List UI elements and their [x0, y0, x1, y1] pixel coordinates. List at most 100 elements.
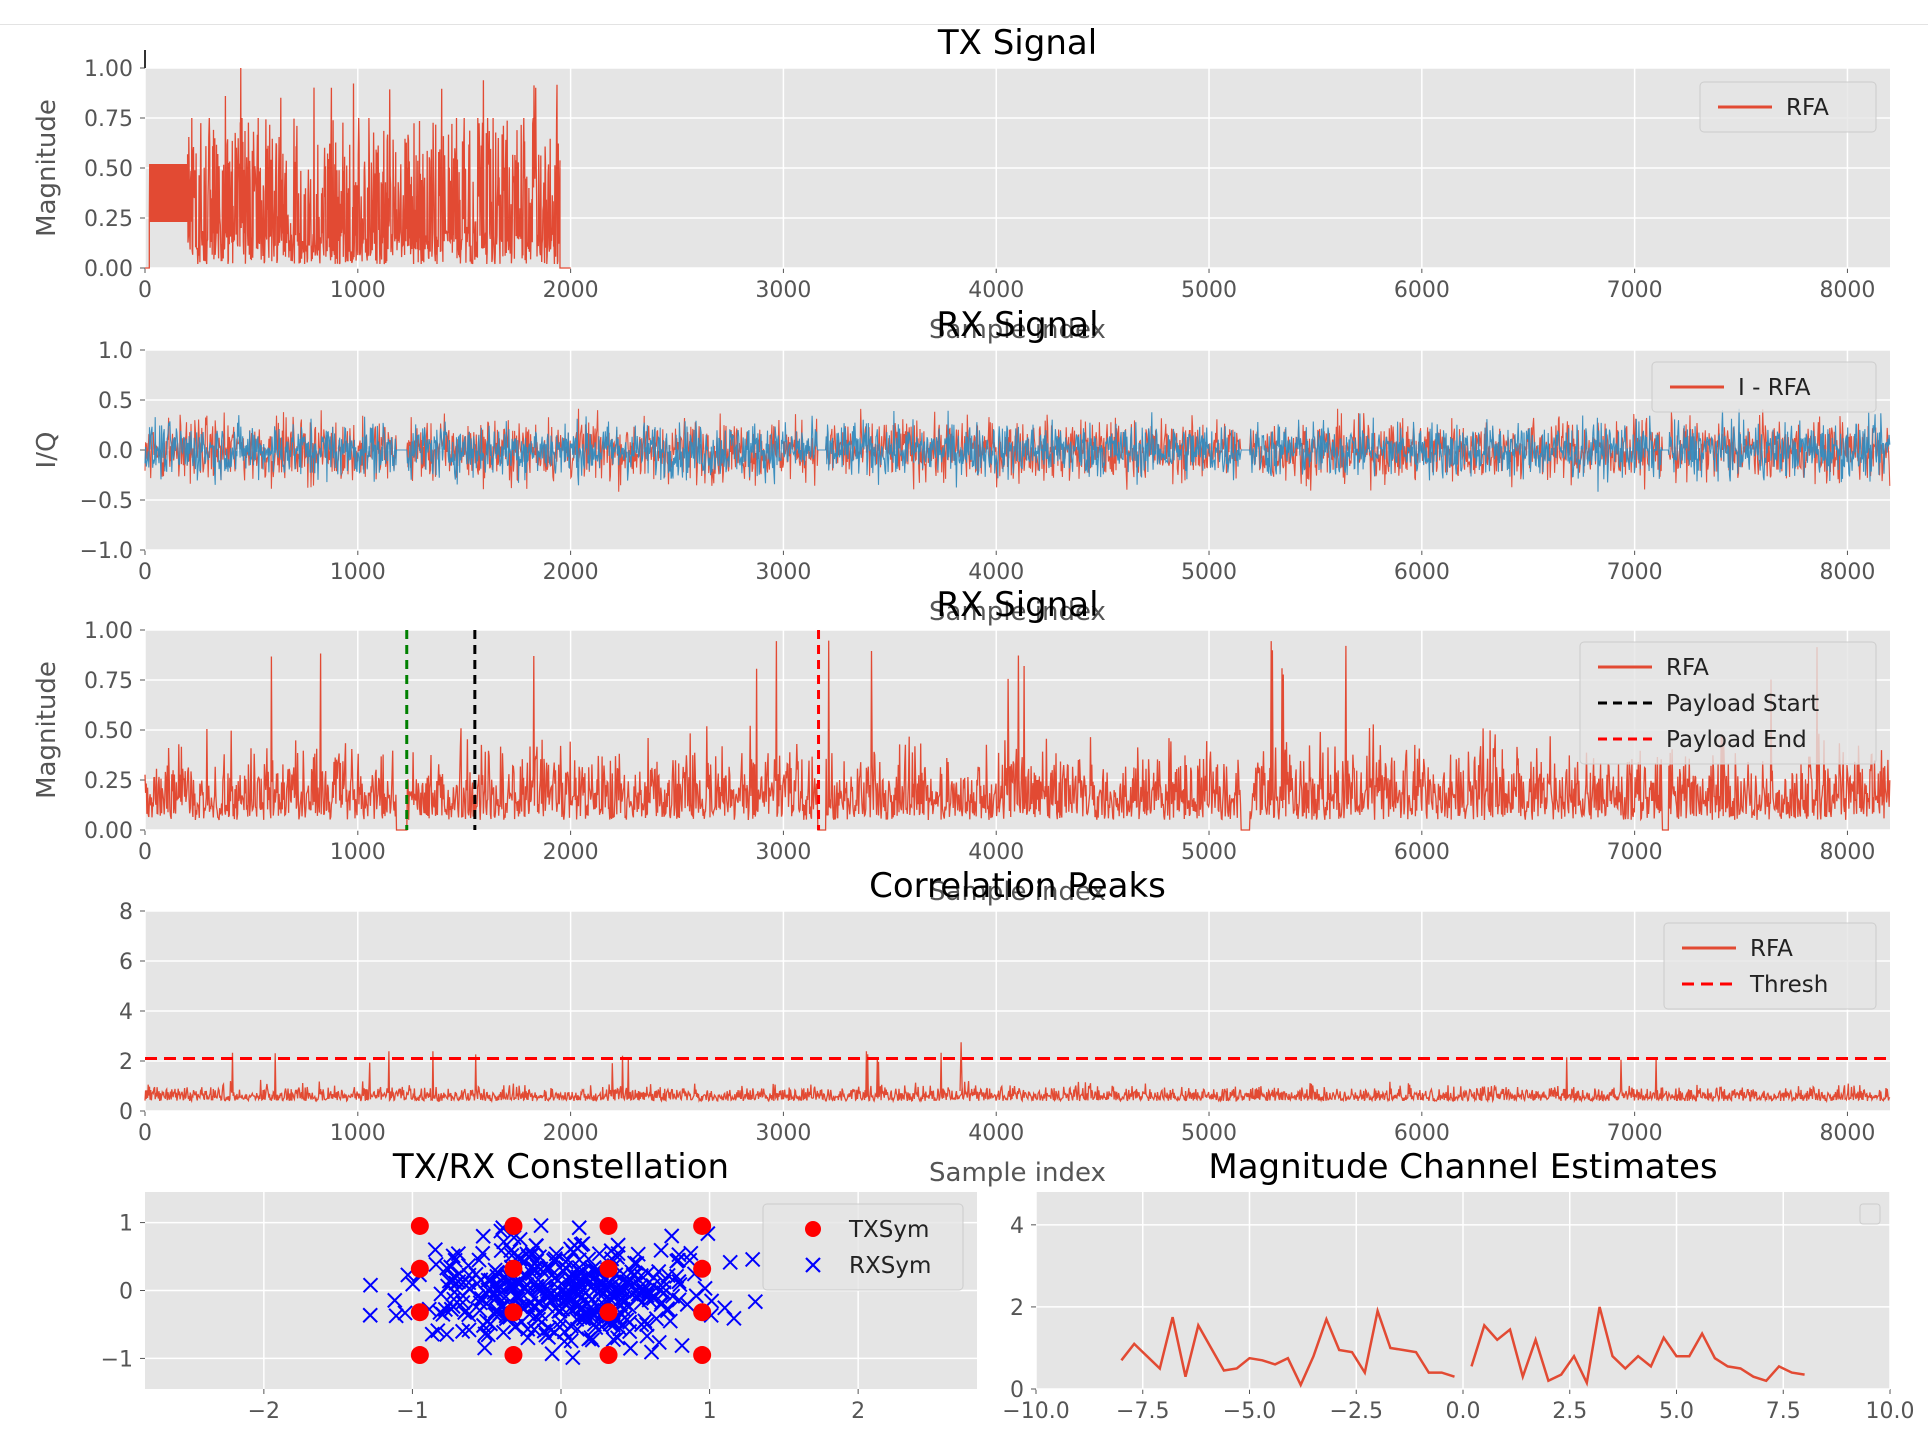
y-tick-label: 1.00	[84, 619, 133, 644]
rx-symbol-marker	[581, 1307, 598, 1323]
rx-symbol-marker	[747, 1293, 764, 1310]
tx-symbol-marker	[693, 1259, 712, 1278]
rx-symbol-marker	[679, 1296, 695, 1313]
y-tick-label: 2	[119, 1050, 133, 1075]
rx-symbol-marker	[672, 1276, 688, 1293]
tx-symbol-marker	[504, 1303, 523, 1322]
rx-symbol-marker	[504, 1247, 520, 1264]
rx-symbol-marker	[671, 1273, 687, 1290]
rx-symbol-marker	[362, 1307, 378, 1323]
rx-symbol-marker	[656, 1274, 672, 1290]
channel-estimate-line-0	[1120, 1306, 1455, 1388]
y-tick-label: −1.0	[80, 539, 133, 564]
rx-symbol-marker	[538, 1327, 554, 1343]
x-tick-label: 7000	[1607, 840, 1663, 865]
y-tick-label: 4	[1010, 1214, 1024, 1239]
legend-label: RFA	[1666, 655, 1709, 681]
rx-symbol-marker	[491, 1278, 507, 1295]
rx-symbol-marker	[605, 1331, 622, 1348]
x-tick-label: 5000	[1181, 560, 1237, 585]
y-tick-label: 0.50	[84, 157, 133, 182]
rx-symbol-marker	[581, 1288, 597, 1304]
rx-symbol-marker	[671, 1292, 687, 1308]
rx-symbol-marker	[571, 1220, 587, 1236]
rx-symbol-marker	[630, 1246, 646, 1262]
rx-symbol-marker	[653, 1242, 669, 1259]
x-tick-label: −7.5	[1116, 1399, 1169, 1424]
legend-swatch	[805, 1221, 821, 1237]
rx-symbol-marker	[563, 1318, 579, 1335]
rx-symbol-marker	[669, 1253, 685, 1269]
x-tick-label: −1	[396, 1399, 428, 1424]
x-tick-label: −10.0	[1002, 1399, 1069, 1424]
x-tick-label: 4000	[968, 278, 1024, 303]
rx-symbol-marker	[445, 1248, 461, 1264]
legend-frame	[1651, 361, 1877, 413]
rx-symbol-marker	[521, 1306, 538, 1322]
chart-title: RX Signal	[936, 305, 1098, 345]
x-tick-label: 6000	[1394, 1121, 1450, 1146]
x-tick-label: 3000	[755, 560, 811, 585]
rx-symbol-marker	[533, 1282, 549, 1298]
tx-signal-line	[145, 67, 571, 269]
rx-symbol-marker	[503, 1279, 519, 1296]
rx-symbol-marker	[443, 1301, 460, 1317]
rx-symbol-marker	[546, 1324, 563, 1341]
legend-frame	[1699, 81, 1877, 133]
y-axis-label: Magnitude	[32, 99, 62, 237]
rx-symbol-marker	[424, 1326, 440, 1342]
y-tick-label: 0.75	[84, 107, 133, 132]
tx-symbol-marker	[599, 1216, 618, 1235]
rx-symbol-marker	[487, 1306, 503, 1323]
y-tick-label: −0.5	[80, 489, 133, 514]
rx-symbol-marker	[496, 1234, 512, 1250]
rx-symbol-marker	[362, 1277, 379, 1293]
subplot-rx_mag: 0 1000 2000 3000 4000 5000 6000 7000 8000 0.00 0.2…	[32, 585, 1891, 907]
chart-title: TX/RX Constellation	[392, 1147, 729, 1187]
rx-symbol-marker	[530, 1311, 547, 1327]
rx-symbol-marker	[566, 1237, 583, 1254]
rx-symbol-marker	[455, 1294, 471, 1311]
rx-symbol-marker	[645, 1290, 662, 1307]
legend-label: I - RFA	[1738, 375, 1811, 401]
x-tick-label: 0	[138, 560, 152, 585]
rx-symbol-marker	[635, 1283, 652, 1299]
rx-symbol-marker	[744, 1251, 761, 1268]
tx-symbol-marker	[504, 1216, 523, 1235]
x-tick-label: 4000	[968, 840, 1024, 865]
x-tick-label: 2000	[543, 840, 599, 865]
rx-symbol-marker	[637, 1278, 653, 1294]
x-axis-label: Sample index	[929, 597, 1106, 627]
y-tick-label: 0.0	[98, 439, 133, 464]
rx-symbol-marker	[663, 1228, 680, 1244]
y-axis-label: I/Q	[32, 432, 62, 469]
x-tick-label: 1	[703, 1399, 717, 1424]
tx-symbol-marker	[693, 1303, 712, 1322]
y-tick-label: 1.00	[84, 57, 133, 82]
rx-symbol-marker	[583, 1329, 599, 1346]
rx-symbol-marker	[439, 1326, 455, 1343]
rx-symbol-marker	[637, 1313, 653, 1329]
x-tick-label: −5.0	[1223, 1399, 1276, 1424]
y-tick-label: 4	[119, 1000, 133, 1025]
rx-symbol-marker	[493, 1242, 509, 1259]
rx-symbol-marker	[475, 1228, 491, 1244]
rx-symbol-marker	[508, 1318, 524, 1335]
x-tick-label: −2.5	[1330, 1399, 1383, 1424]
rx-symbol-marker	[621, 1298, 638, 1315]
x-tick-label: 4000	[968, 560, 1024, 585]
legend-label: Payload End	[1666, 727, 1807, 753]
rx-symbol-marker	[650, 1263, 667, 1280]
y-tick-label: 8	[119, 900, 133, 925]
subplot-chan: −10.0 −7.5 −5.0 −2.5 0.0 2.5 5.0 7.5 10.0 0 2 4 Magn…	[1002, 1147, 1914, 1424]
rx-symbol-marker	[428, 1256, 444, 1273]
rx-symbol-marker	[387, 1292, 403, 1309]
rx-symbol-marker	[476, 1340, 493, 1356]
legend-label: RXSym	[849, 1253, 931, 1279]
rx-symbol-marker	[580, 1251, 597, 1267]
y-tick-label: 0.00	[84, 257, 133, 282]
legend-frame	[1579, 641, 1877, 765]
rx-symbol-marker	[495, 1324, 512, 1341]
y-tick-label: 0.75	[84, 669, 133, 694]
